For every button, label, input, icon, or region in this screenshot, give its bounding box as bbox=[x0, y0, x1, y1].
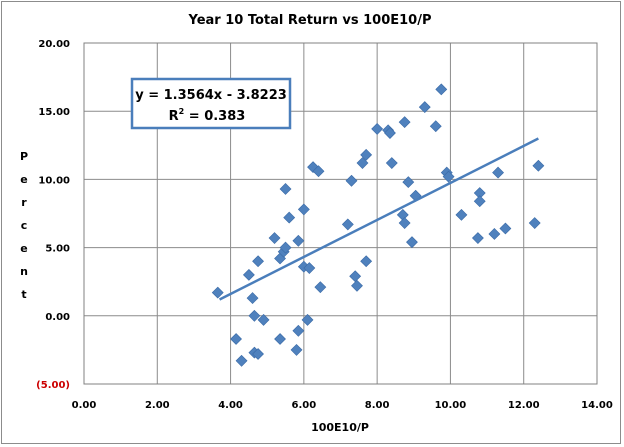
data-point bbox=[283, 211, 296, 224]
trendline bbox=[219, 137, 539, 301]
data-point bbox=[473, 195, 486, 208]
data-point bbox=[252, 348, 264, 360]
data-point bbox=[371, 123, 384, 135]
data-point bbox=[455, 208, 468, 221]
data-point bbox=[230, 333, 242, 345]
y-axis-label-letter: e bbox=[20, 242, 27, 255]
r2-text: R2 = 0.383 bbox=[169, 107, 246, 124]
data-point bbox=[274, 333, 286, 345]
equation-box: y = 1.3564x - 3.8223 R2 = 0.383 bbox=[130, 77, 292, 130]
y-tick-label: 20.00 bbox=[38, 39, 70, 50]
y-tick-label: 0.00 bbox=[45, 312, 70, 323]
data-point bbox=[351, 279, 363, 292]
x-tick-label: 8.00 bbox=[365, 400, 390, 411]
data-point bbox=[499, 222, 512, 235]
y-tick-label: 15.00 bbox=[38, 107, 70, 118]
data-point bbox=[429, 120, 442, 133]
data-point bbox=[268, 232, 281, 244]
x-tick-label: 2.00 bbox=[145, 400, 170, 411]
data-point bbox=[356, 157, 369, 169]
data-point bbox=[341, 218, 354, 231]
data-point bbox=[406, 236, 418, 249]
data-points bbox=[211, 83, 545, 367]
data-point bbox=[257, 313, 270, 326]
r2-value: = 0.383 bbox=[184, 109, 245, 124]
data-point bbox=[398, 217, 411, 229]
x-tick-label: 6.00 bbox=[292, 400, 317, 411]
data-point bbox=[345, 174, 358, 187]
y-tick-labels: (5.00) 0.00 5.00 10.00 15.00 20.00 bbox=[36, 39, 70, 391]
x-tick-label: 0.00 bbox=[72, 400, 97, 411]
y-axis-label-letter: c bbox=[21, 219, 28, 232]
data-point bbox=[360, 148, 373, 161]
data-point bbox=[252, 255, 264, 268]
y-axis-label-letter: r bbox=[21, 196, 27, 209]
data-point bbox=[279, 241, 292, 254]
data-point bbox=[303, 262, 316, 274]
y-tick-label: 5.00 bbox=[45, 244, 70, 255]
data-point bbox=[528, 217, 541, 229]
data-point bbox=[349, 270, 362, 283]
data-point bbox=[297, 203, 310, 216]
x-tick-labels: 0.00 2.00 4.00 6.00 8.00 10.00 12.00 14.00 bbox=[72, 400, 613, 411]
data-point bbox=[492, 166, 504, 179]
chart-title: Year 10 Total Return vs 100E10/P bbox=[187, 13, 431, 28]
y-axis-label-letter: e bbox=[20, 173, 27, 186]
data-point bbox=[396, 208, 409, 221]
r2-exponent: 2 bbox=[179, 107, 185, 116]
data-point bbox=[314, 281, 327, 294]
data-point bbox=[279, 183, 292, 195]
data-point bbox=[532, 159, 545, 172]
data-point bbox=[418, 101, 431, 114]
data-point bbox=[312, 165, 325, 178]
data-point bbox=[292, 324, 305, 337]
y-axis-label-letter: P bbox=[20, 150, 28, 163]
data-point bbox=[242, 268, 255, 281]
data-point bbox=[246, 292, 259, 304]
data-point bbox=[442, 170, 455, 183]
data-point bbox=[402, 176, 415, 189]
r2-prefix: R bbox=[169, 109, 179, 124]
data-point bbox=[235, 354, 248, 367]
data-point bbox=[292, 234, 305, 247]
x-tick-label: 14.00 bbox=[581, 400, 613, 411]
y-axis-label-letter: n bbox=[20, 265, 28, 278]
equation-text: y = 1.3564x - 3.8223 bbox=[135, 88, 287, 103]
data-point bbox=[385, 157, 398, 169]
data-point bbox=[435, 83, 448, 96]
data-point bbox=[360, 255, 373, 268]
x-tick-label: 4.00 bbox=[218, 400, 243, 411]
y-axis-label-letter: t bbox=[21, 288, 26, 301]
data-point bbox=[248, 309, 261, 322]
data-point bbox=[398, 116, 411, 129]
x-tick-label: 12.00 bbox=[508, 400, 540, 411]
y-tick-label: 10.00 bbox=[38, 175, 70, 186]
x-axis-label: 100E10/P bbox=[311, 421, 369, 434]
data-point bbox=[384, 127, 396, 139]
data-point bbox=[488, 228, 501, 240]
y-tick-label: (5.00) bbox=[36, 380, 70, 391]
plot-area bbox=[83, 42, 598, 385]
data-point bbox=[290, 343, 303, 356]
data-point bbox=[471, 232, 484, 244]
x-tick-label: 10.00 bbox=[435, 400, 467, 411]
data-point bbox=[301, 313, 314, 326]
data-point bbox=[211, 286, 224, 299]
